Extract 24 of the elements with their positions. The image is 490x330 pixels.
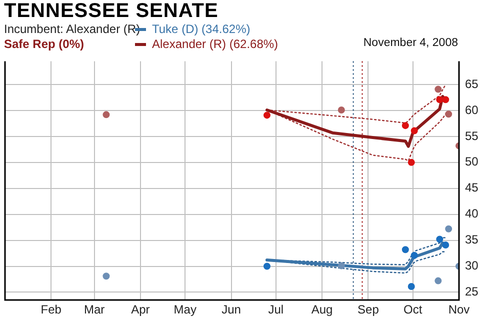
y-tick-label: 40 [465, 206, 479, 221]
x-tick-label: Oct [404, 302, 423, 317]
text: November 4, 2008 [363, 37, 458, 49]
x-tick-label: Nov [448, 302, 470, 317]
legend-label: Alexander (R) (62.68%) [151, 37, 278, 52]
chart-title: TENNESSEE SENATE [4, 0, 218, 23]
y-tick-label: 55 [465, 128, 479, 143]
x-tick-label: Jul [268, 302, 284, 317]
x-tick-label: Aug [311, 302, 333, 317]
y-tick-label: 50 [465, 154, 479, 169]
y-tick-label: 30 [465, 258, 479, 273]
x-tick-label: Jun [222, 302, 241, 317]
y-tick-label: 65 [465, 76, 479, 91]
x-tick-label: Apr [131, 302, 150, 317]
x-tick-label: Feb [40, 302, 62, 317]
y-tick-label: 25 [465, 284, 479, 299]
y-tick-label: 45 [465, 180, 479, 195]
y-tick-label: 60 [465, 102, 479, 117]
legend-label: Tuke (D) (34.62%) [152, 22, 250, 36]
x-tick-label: May [174, 302, 196, 317]
x-tick-label: Mar [84, 302, 105, 317]
x-tick-label: Sep [358, 302, 380, 317]
text: Safe Rep (0%) [4, 37, 84, 51]
y-tick-label: 35 [465, 232, 479, 247]
